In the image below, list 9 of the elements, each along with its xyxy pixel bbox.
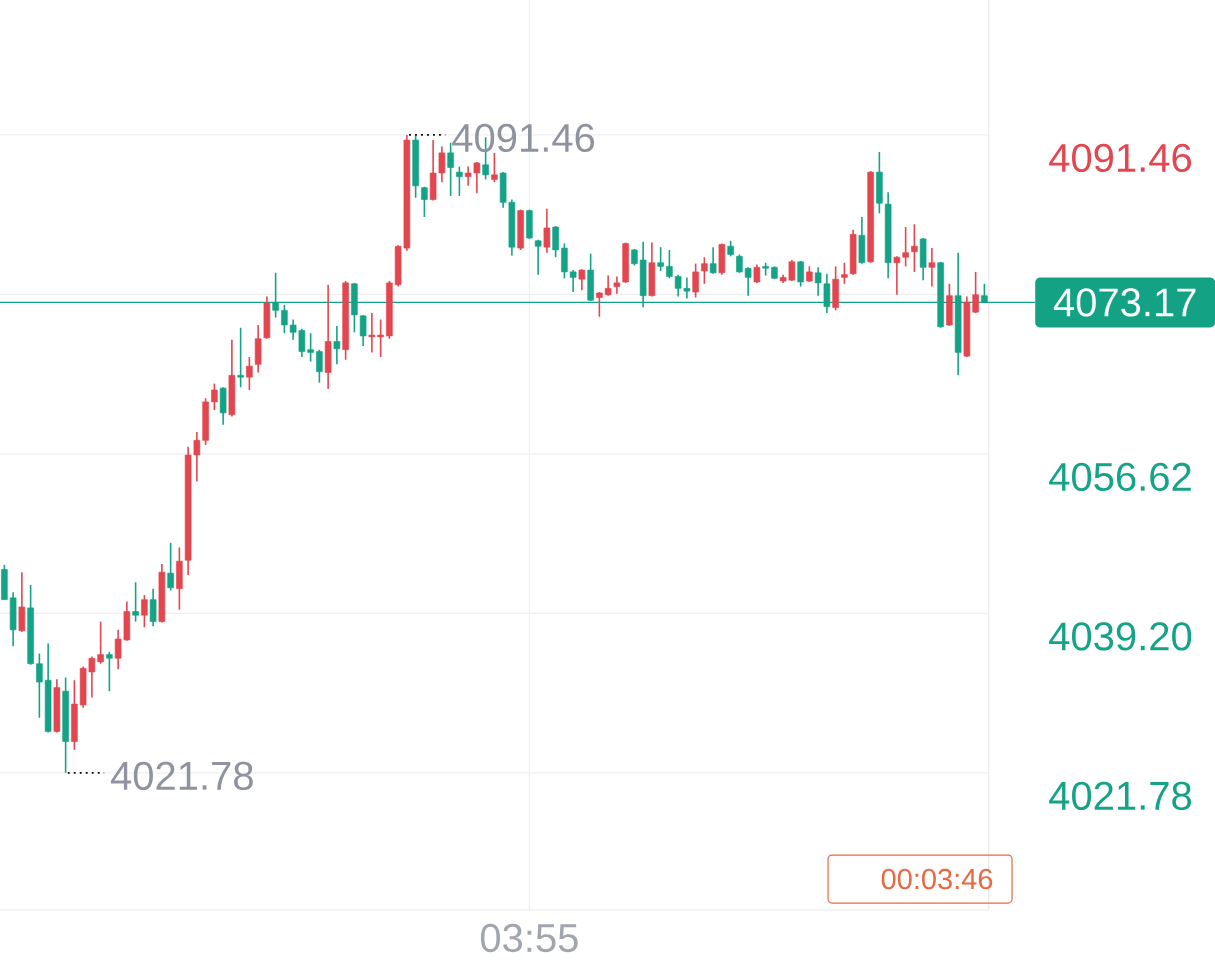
annotation: 00:03:46 [881, 868, 993, 890]
y-tick-label: 4091.46 [1049, 143, 1192, 173]
y-tick-label: 4021.78 [1049, 781, 1192, 811]
ref-line-label: 4073.17 [1053, 288, 1196, 317]
y-tick-label: 4056.62 [1049, 462, 1191, 492]
annotation: 4091.46 [452, 123, 595, 153]
y-tick-label: 4039.20 [1049, 622, 1192, 651]
x-tick-label: 03:55 [480, 923, 578, 953]
annotation: 4021.78 [110, 761, 253, 791]
